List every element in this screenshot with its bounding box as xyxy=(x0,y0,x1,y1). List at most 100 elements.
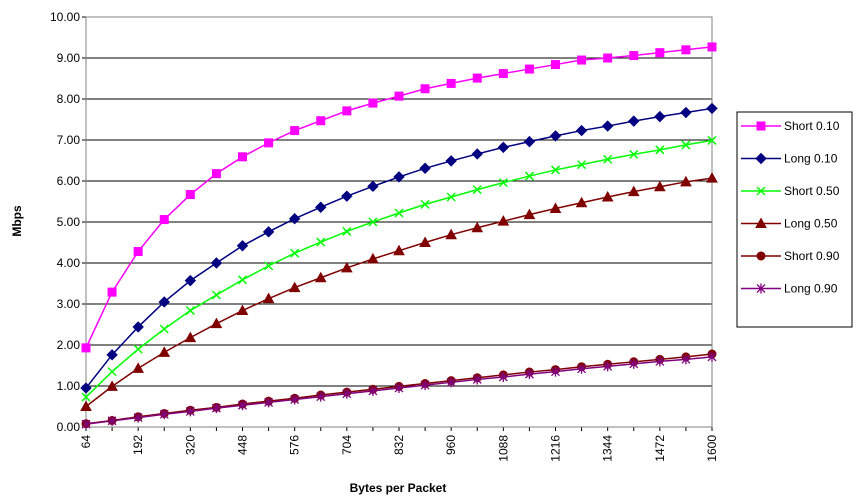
data-point xyxy=(655,145,665,155)
data-point xyxy=(159,324,169,334)
legend-label: Short 0.90 xyxy=(784,249,840,263)
data-point xyxy=(159,215,169,225)
data-point xyxy=(314,271,327,283)
data-point xyxy=(707,42,717,52)
x-tick-label: 64 xyxy=(79,435,93,449)
x-tick-label: 1344 xyxy=(601,435,615,462)
x-axis-ticks: 64 192 320 448 576 704 832 960 1088 1216 1344 1472 1… xyxy=(79,426,719,462)
data-point xyxy=(316,391,326,402)
y-tick-label: 6.00 xyxy=(57,174,81,188)
y-tick-label: 1.00 xyxy=(57,379,81,393)
data-point xyxy=(107,287,117,297)
x-tick-label: 1472 xyxy=(653,435,667,462)
data-point xyxy=(603,154,613,164)
data-point xyxy=(707,135,717,145)
x-tick-label: 1216 xyxy=(549,435,563,462)
data-point xyxy=(394,383,404,394)
data-point xyxy=(132,321,144,333)
x-tick-label: 960 xyxy=(444,435,458,455)
data-point xyxy=(551,60,560,70)
data-point xyxy=(290,248,300,258)
data-point xyxy=(368,385,378,396)
y-tick-label: 7.00 xyxy=(57,133,81,147)
data-point xyxy=(498,371,508,382)
data-point xyxy=(471,221,484,233)
data-point xyxy=(577,363,587,374)
data-point xyxy=(655,356,665,367)
data-point xyxy=(550,165,561,175)
data-point xyxy=(290,126,300,136)
data-point xyxy=(315,201,327,213)
data-point xyxy=(655,48,665,58)
legend-item: Long 0.10 xyxy=(741,152,838,166)
legend-label: Long 0.10 xyxy=(784,152,838,166)
data-point xyxy=(342,388,352,399)
data-point xyxy=(577,160,587,170)
data-point xyxy=(681,354,691,365)
y-tick-label: 5.00 xyxy=(57,215,81,229)
data-point xyxy=(107,367,117,377)
data-point xyxy=(393,244,405,256)
data-point xyxy=(497,215,510,226)
data-point xyxy=(707,351,717,362)
data-point xyxy=(472,374,482,385)
data-point xyxy=(367,252,379,264)
data-point xyxy=(106,380,118,391)
data-point xyxy=(629,51,639,61)
data-point xyxy=(472,73,482,83)
data-point xyxy=(523,135,536,148)
data-point xyxy=(236,304,249,316)
data-point xyxy=(706,172,718,183)
data-point xyxy=(419,162,431,174)
data-point xyxy=(368,98,378,108)
data-point xyxy=(184,331,197,343)
data-point xyxy=(601,120,614,132)
legend-label: Long 0.50 xyxy=(784,217,838,231)
data-point xyxy=(577,55,587,65)
data-point xyxy=(549,202,562,213)
data-point xyxy=(601,190,614,202)
data-point xyxy=(210,317,223,329)
data-point xyxy=(316,237,326,247)
y-tick-label: 0.00 xyxy=(57,420,81,434)
data-point xyxy=(445,155,457,167)
series-short-0-50 xyxy=(81,135,717,402)
data-point xyxy=(755,152,767,165)
data-point xyxy=(419,236,431,247)
data-point xyxy=(237,275,248,285)
data-point xyxy=(238,400,247,411)
data-point xyxy=(756,121,766,131)
data-point xyxy=(133,344,143,354)
data-point xyxy=(706,102,718,115)
data-point xyxy=(158,296,170,308)
data-point xyxy=(368,217,378,227)
legend-label: Long 0.90 xyxy=(784,282,838,296)
x-tick-label: 576 xyxy=(288,435,302,455)
data-point xyxy=(236,240,249,252)
data-point xyxy=(445,228,458,240)
data-point xyxy=(653,180,666,192)
data-point xyxy=(211,169,221,179)
y-tick-label: 3.00 xyxy=(57,297,81,311)
data-point xyxy=(420,199,430,209)
data-point xyxy=(158,346,171,357)
data-point xyxy=(264,397,274,408)
data-point xyxy=(446,377,456,388)
y-axis-ticks: 0.00 1.00 2.00 3.00 4.00 5.00 6.00 7.00 8.00 9.00… xyxy=(50,10,86,434)
legend-item: Short 0.10 xyxy=(741,119,840,133)
data-point xyxy=(80,400,92,411)
series-layer xyxy=(80,42,718,430)
data-point xyxy=(420,84,430,94)
data-point xyxy=(262,226,275,238)
legend-item: Long 0.50 xyxy=(741,217,838,231)
data-point xyxy=(342,226,352,236)
data-point xyxy=(264,261,274,271)
x-axis-title: Bytes per Packet xyxy=(350,481,447,495)
legend-label: Short 0.10 xyxy=(784,119,840,133)
data-point xyxy=(446,192,456,202)
legend-item: Long 0.90 xyxy=(741,282,838,296)
data-point xyxy=(628,115,640,127)
data-point xyxy=(627,185,640,197)
data-point xyxy=(756,251,766,261)
data-point xyxy=(159,409,169,420)
